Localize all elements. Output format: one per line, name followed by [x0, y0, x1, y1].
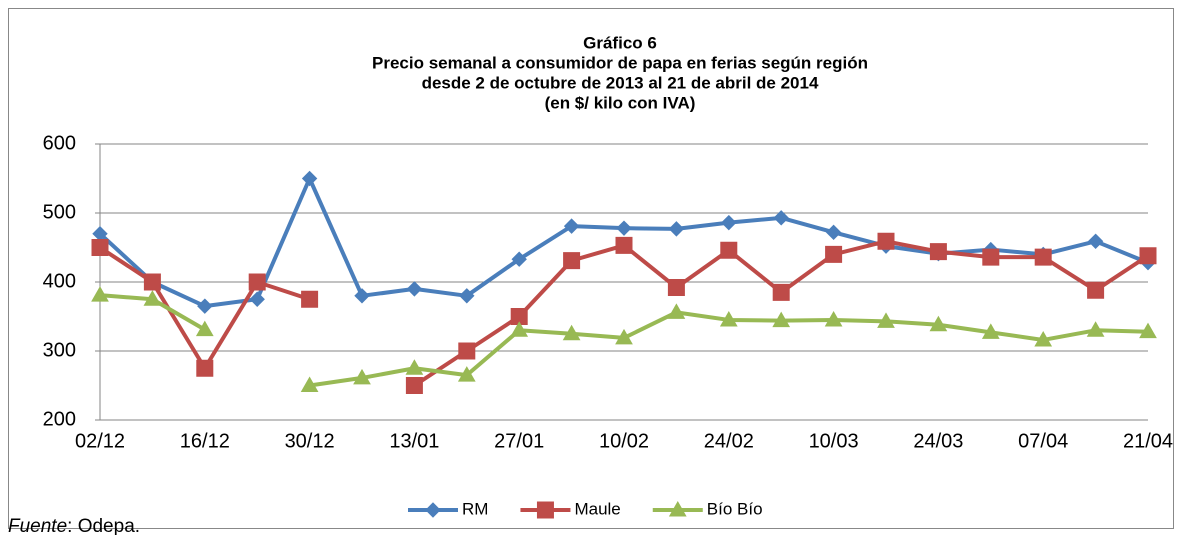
marker: [877, 312, 895, 328]
marker: [457, 366, 476, 382]
marker: [510, 321, 529, 337]
marker: [425, 502, 441, 518]
marker: [668, 500, 687, 517]
marker: [1087, 281, 1105, 299]
marker: [562, 324, 581, 341]
marker: [929, 315, 948, 332]
y-tick-label: 200: [43, 408, 76, 430]
marker: [981, 323, 1000, 339]
x-tick-label: 16/12: [180, 430, 230, 452]
legend-label: Maule: [574, 499, 620, 518]
marker: [615, 328, 633, 345]
marker: [143, 273, 161, 291]
x-tick-label: 21/04: [1123, 430, 1173, 452]
marker: [1034, 330, 1053, 347]
x-tick-label: 10/02: [599, 430, 649, 452]
marker: [511, 251, 527, 267]
marker: [197, 298, 213, 314]
marker: [773, 210, 789, 226]
marker: [825, 245, 843, 263]
marker: [667, 303, 686, 319]
y-tick-label: 500: [43, 201, 76, 223]
marker: [536, 501, 554, 519]
marker: [616, 220, 632, 236]
marker: [510, 308, 528, 325]
y-tick-label: 600: [43, 132, 76, 154]
chart-title: desde 2 de octubre de 2013 al 21 de abri…: [422, 73, 819, 92]
chart-title: Gráfico 6: [583, 33, 657, 52]
marker: [300, 376, 319, 392]
marker: [824, 310, 843, 327]
marker: [195, 320, 214, 337]
marker: [825, 224, 842, 241]
marker: [406, 281, 423, 297]
x-tick-label: 10/03: [809, 430, 859, 452]
x-tick-label: 24/02: [704, 430, 754, 452]
marker: [1087, 233, 1104, 249]
marker: [196, 359, 214, 377]
x-tick-label: 07/04: [1018, 430, 1068, 452]
legend-label: RM: [462, 499, 488, 518]
marker: [877, 232, 895, 250]
marker: [458, 342, 476, 360]
marker: [982, 248, 1000, 266]
x-tick-label: 30/12: [285, 430, 335, 452]
marker: [721, 214, 737, 231]
marker: [563, 218, 580, 234]
marker: [301, 170, 318, 187]
marker: [91, 286, 109, 302]
marker: [1139, 247, 1157, 265]
marker: [563, 252, 581, 270]
x-tick-label: 24/03: [913, 430, 963, 452]
marker: [405, 377, 423, 394]
marker: [772, 311, 791, 328]
marker: [354, 288, 370, 304]
marker: [615, 236, 633, 254]
x-tick-label: 27/01: [494, 430, 544, 452]
y-tick-label: 300: [43, 339, 76, 361]
marker: [405, 359, 424, 375]
source-label: Fuente: [8, 516, 67, 535]
x-tick-label: 13/01: [389, 430, 439, 452]
marker: [249, 291, 265, 307]
marker: [353, 368, 371, 385]
marker: [667, 279, 685, 297]
source: Fuente: Odepa.: [8, 516, 140, 535]
marker: [143, 290, 162, 306]
marker: [720, 241, 738, 259]
marker: [91, 239, 109, 256]
y-tick-label: 400: [43, 270, 76, 292]
chart-border: [8, 8, 1174, 529]
source-text: : Odepa.: [67, 516, 140, 535]
x-tick-label: 02/12: [75, 430, 125, 452]
chart-title: Precio semanal a consumidor de papa en f…: [372, 53, 868, 72]
marker: [668, 221, 685, 237]
marker: [459, 288, 475, 304]
marker: [301, 290, 319, 308]
marker: [772, 283, 790, 301]
marker: [929, 243, 947, 261]
marker: [248, 273, 266, 291]
marker: [1139, 322, 1157, 339]
marker: [719, 310, 738, 327]
chart-title: (en $/ kilo con IVA): [545, 93, 696, 112]
marker: [1086, 321, 1105, 337]
marker: [1034, 248, 1052, 266]
legend-label: Bío Bío: [707, 499, 763, 518]
